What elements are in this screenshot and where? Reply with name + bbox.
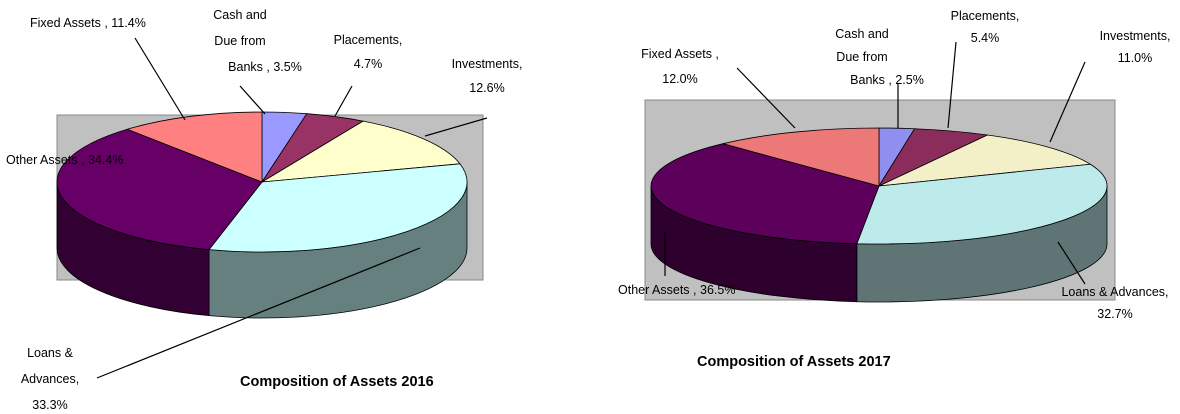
slice-category: Cash and Due from Banks <box>835 27 889 87</box>
slice-category: Fixed Assets <box>30 16 101 30</box>
slice-value: 5.4% <box>970 31 1000 45</box>
leader-line <box>1057 241 1086 285</box>
pie-slice <box>722 127 880 187</box>
slice-label: Fixed Assets , 12.0% <box>620 42 740 92</box>
slice-value: 12.0% <box>662 72 698 86</box>
slice-value: 11.0% <box>1117 51 1153 65</box>
slice-category: Investments, <box>451 57 523 71</box>
pie-slice <box>878 134 1092 187</box>
slice-value: , 11.4% <box>104 16 146 30</box>
slice-label: Other Assets , 36.5% <box>618 279 736 301</box>
pie-slice <box>126 111 263 183</box>
slice-label: Cash and Due from Banks , 2.5% <box>826 23 924 92</box>
leader-lines <box>96 37 1086 379</box>
pie-slice <box>856 163 1108 245</box>
leader-line <box>424 117 488 137</box>
leader-line <box>96 247 421 379</box>
slice-category: Cash and Due from Banks <box>213 8 267 74</box>
slice-value: , 3.5% <box>266 60 302 74</box>
slice-category: Placements, <box>950 9 1020 23</box>
leader-line <box>334 85 353 117</box>
slice-value: , 36.5% <box>693 283 736 297</box>
pie-slice <box>261 120 461 183</box>
leader-line <box>134 37 186 121</box>
slice-label: Cash and Due from Banks , 3.5% <box>209 2 302 80</box>
leader-line <box>239 85 266 115</box>
slice-label: Loans & Advances, 32.7% <box>1060 281 1170 325</box>
slice-value: 33.3% <box>32 398 68 412</box>
slice-value: , 2.5% <box>888 73 924 87</box>
slice-category: Placements, <box>333 33 403 47</box>
slice-label: Placements, 4.7% <box>328 28 408 76</box>
pie-slice <box>56 128 263 251</box>
slice-category: Other Assets <box>618 283 690 297</box>
slice-label: Investments, 12.6% <box>437 52 537 100</box>
slice-label: Loans & Advances, 33.3% <box>5 340 95 414</box>
slice-category: Loans & Advances, <box>1061 285 1169 299</box>
pie-slice <box>650 143 880 245</box>
slice-category: Other Assets <box>6 153 78 167</box>
chart-title: Composition of Assets 2016 <box>240 374 434 390</box>
slice-value: 12.6% <box>469 81 505 95</box>
slice-value: , 34.4% <box>81 153 124 167</box>
slice-label: Fixed Assets , 11.4% <box>30 12 146 34</box>
leader-line <box>947 41 957 129</box>
slice-label: Placements, 5.4% <box>930 5 1040 49</box>
slice-value: 4.7% <box>353 57 383 71</box>
leader-line <box>736 67 796 129</box>
slice-label: Investments, 11.0% <box>1080 25 1180 69</box>
pie-slice <box>208 163 468 253</box>
slice-category: Loans & Advances, <box>20 346 80 386</box>
slice-value: 32.7% <box>1097 307 1133 321</box>
leader-line <box>1049 61 1086 143</box>
slice-category: Fixed Assets , <box>641 47 719 61</box>
chart-title: Composition of Assets 2017 <box>697 354 891 370</box>
slice-category: Investments, <box>1099 29 1171 43</box>
slice-label: Other Assets , 34.4% <box>6 147 123 173</box>
